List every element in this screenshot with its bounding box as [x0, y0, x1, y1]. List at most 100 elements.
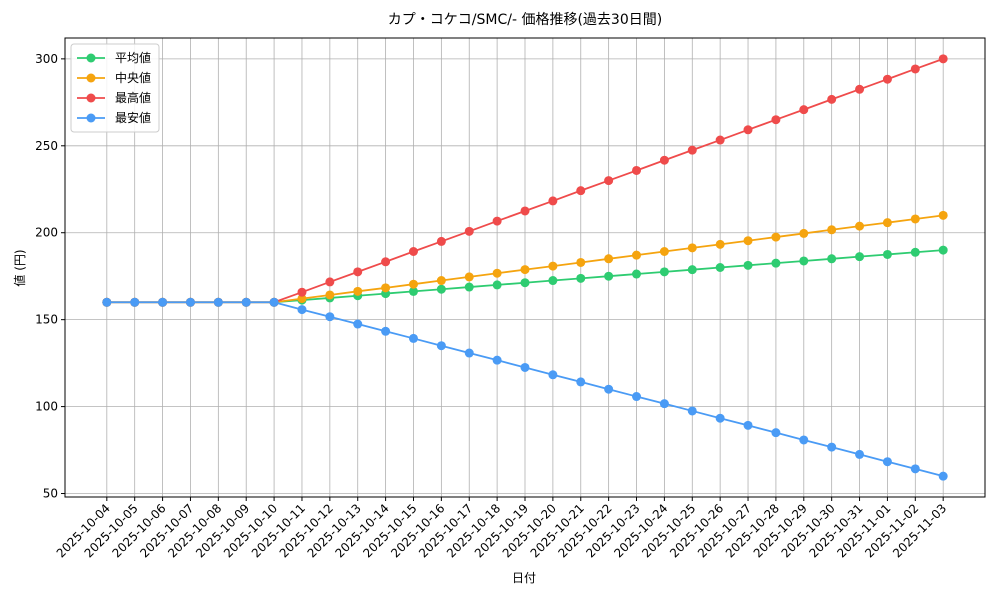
- point: [325, 290, 335, 300]
- point: [687, 406, 697, 416]
- point: [743, 236, 753, 246]
- point: [381, 326, 391, 336]
- point: [827, 225, 837, 235]
- legend-label: 中央値: [115, 70, 151, 85]
- point: [827, 94, 837, 104]
- y-tick-label: 250: [35, 139, 58, 153]
- y-tick-label: 50: [43, 487, 58, 501]
- point: [882, 457, 892, 467]
- point: [464, 272, 474, 282]
- point: [827, 254, 837, 264]
- chart-title: カプ・コケコ/SMC/- 価格推移(過去30日間): [388, 12, 662, 28]
- point: [882, 218, 892, 228]
- point: [158, 297, 168, 307]
- point: [855, 84, 865, 94]
- point: [353, 267, 363, 277]
- point: [520, 206, 530, 216]
- legend-marker: [86, 93, 96, 103]
- point: [325, 312, 335, 322]
- point: [771, 428, 781, 438]
- point: [548, 370, 558, 380]
- point: [687, 243, 697, 253]
- point: [213, 297, 223, 307]
- point: [492, 280, 502, 290]
- point: [520, 278, 530, 288]
- point: [548, 261, 558, 271]
- point: [687, 145, 697, 155]
- point: [297, 294, 307, 304]
- point: [799, 435, 809, 445]
- point: [771, 115, 781, 125]
- point: [799, 105, 809, 115]
- plot-frame: [64, 37, 986, 498]
- point: [353, 286, 363, 296]
- point: [938, 210, 948, 220]
- y-tick-label: 150: [35, 313, 58, 327]
- point: [436, 236, 446, 246]
- point: [408, 333, 418, 343]
- point: [659, 399, 669, 409]
- point: [715, 239, 725, 249]
- point: [576, 186, 586, 196]
- point: [353, 319, 363, 329]
- legend-label: 最高値: [115, 90, 151, 105]
- point: [799, 256, 809, 266]
- point: [938, 245, 948, 255]
- point: [632, 165, 642, 175]
- point: [855, 221, 865, 231]
- point: [408, 286, 418, 296]
- legend-marker: [86, 113, 96, 123]
- point: [408, 279, 418, 289]
- point: [520, 265, 530, 275]
- point: [297, 305, 307, 315]
- legend-label: 平均値: [115, 50, 151, 65]
- point: [659, 247, 669, 257]
- point: [632, 269, 642, 279]
- point: [185, 297, 195, 307]
- x-axis-label: 日付: [512, 571, 536, 585]
- point: [464, 282, 474, 292]
- point: [938, 471, 948, 481]
- point: [576, 257, 586, 267]
- point: [269, 297, 279, 307]
- point: [492, 268, 502, 278]
- point: [130, 297, 140, 307]
- point: [604, 384, 614, 394]
- point: [910, 64, 920, 74]
- point: [855, 252, 865, 262]
- point: [799, 228, 809, 238]
- point: [436, 276, 446, 286]
- point: [743, 260, 753, 270]
- point: [381, 283, 391, 293]
- point: [632, 250, 642, 260]
- legend-marker: [86, 53, 96, 63]
- point: [436, 341, 446, 351]
- y-axis-label: 値 (円): [12, 249, 27, 286]
- point: [659, 155, 669, 165]
- legend-label: 最安値: [115, 110, 151, 125]
- point: [910, 214, 920, 224]
- point: [687, 265, 697, 275]
- point: [436, 284, 446, 294]
- point: [882, 74, 892, 84]
- point: [715, 135, 725, 145]
- point: [715, 263, 725, 272]
- point: [492, 355, 502, 365]
- point: [715, 413, 725, 423]
- point: [381, 257, 391, 267]
- point: [743, 125, 753, 135]
- y-tick-label: 100: [35, 400, 58, 414]
- point: [492, 216, 502, 226]
- point: [325, 277, 335, 287]
- point: [464, 348, 474, 358]
- legend-box: [70, 43, 160, 133]
- point: [855, 449, 865, 459]
- point: [659, 267, 669, 277]
- legend-marker: [86, 73, 96, 83]
- point: [910, 247, 920, 257]
- point: [576, 273, 586, 283]
- point: [464, 226, 474, 236]
- point: [241, 297, 251, 307]
- point: [743, 420, 753, 430]
- point: [938, 54, 948, 64]
